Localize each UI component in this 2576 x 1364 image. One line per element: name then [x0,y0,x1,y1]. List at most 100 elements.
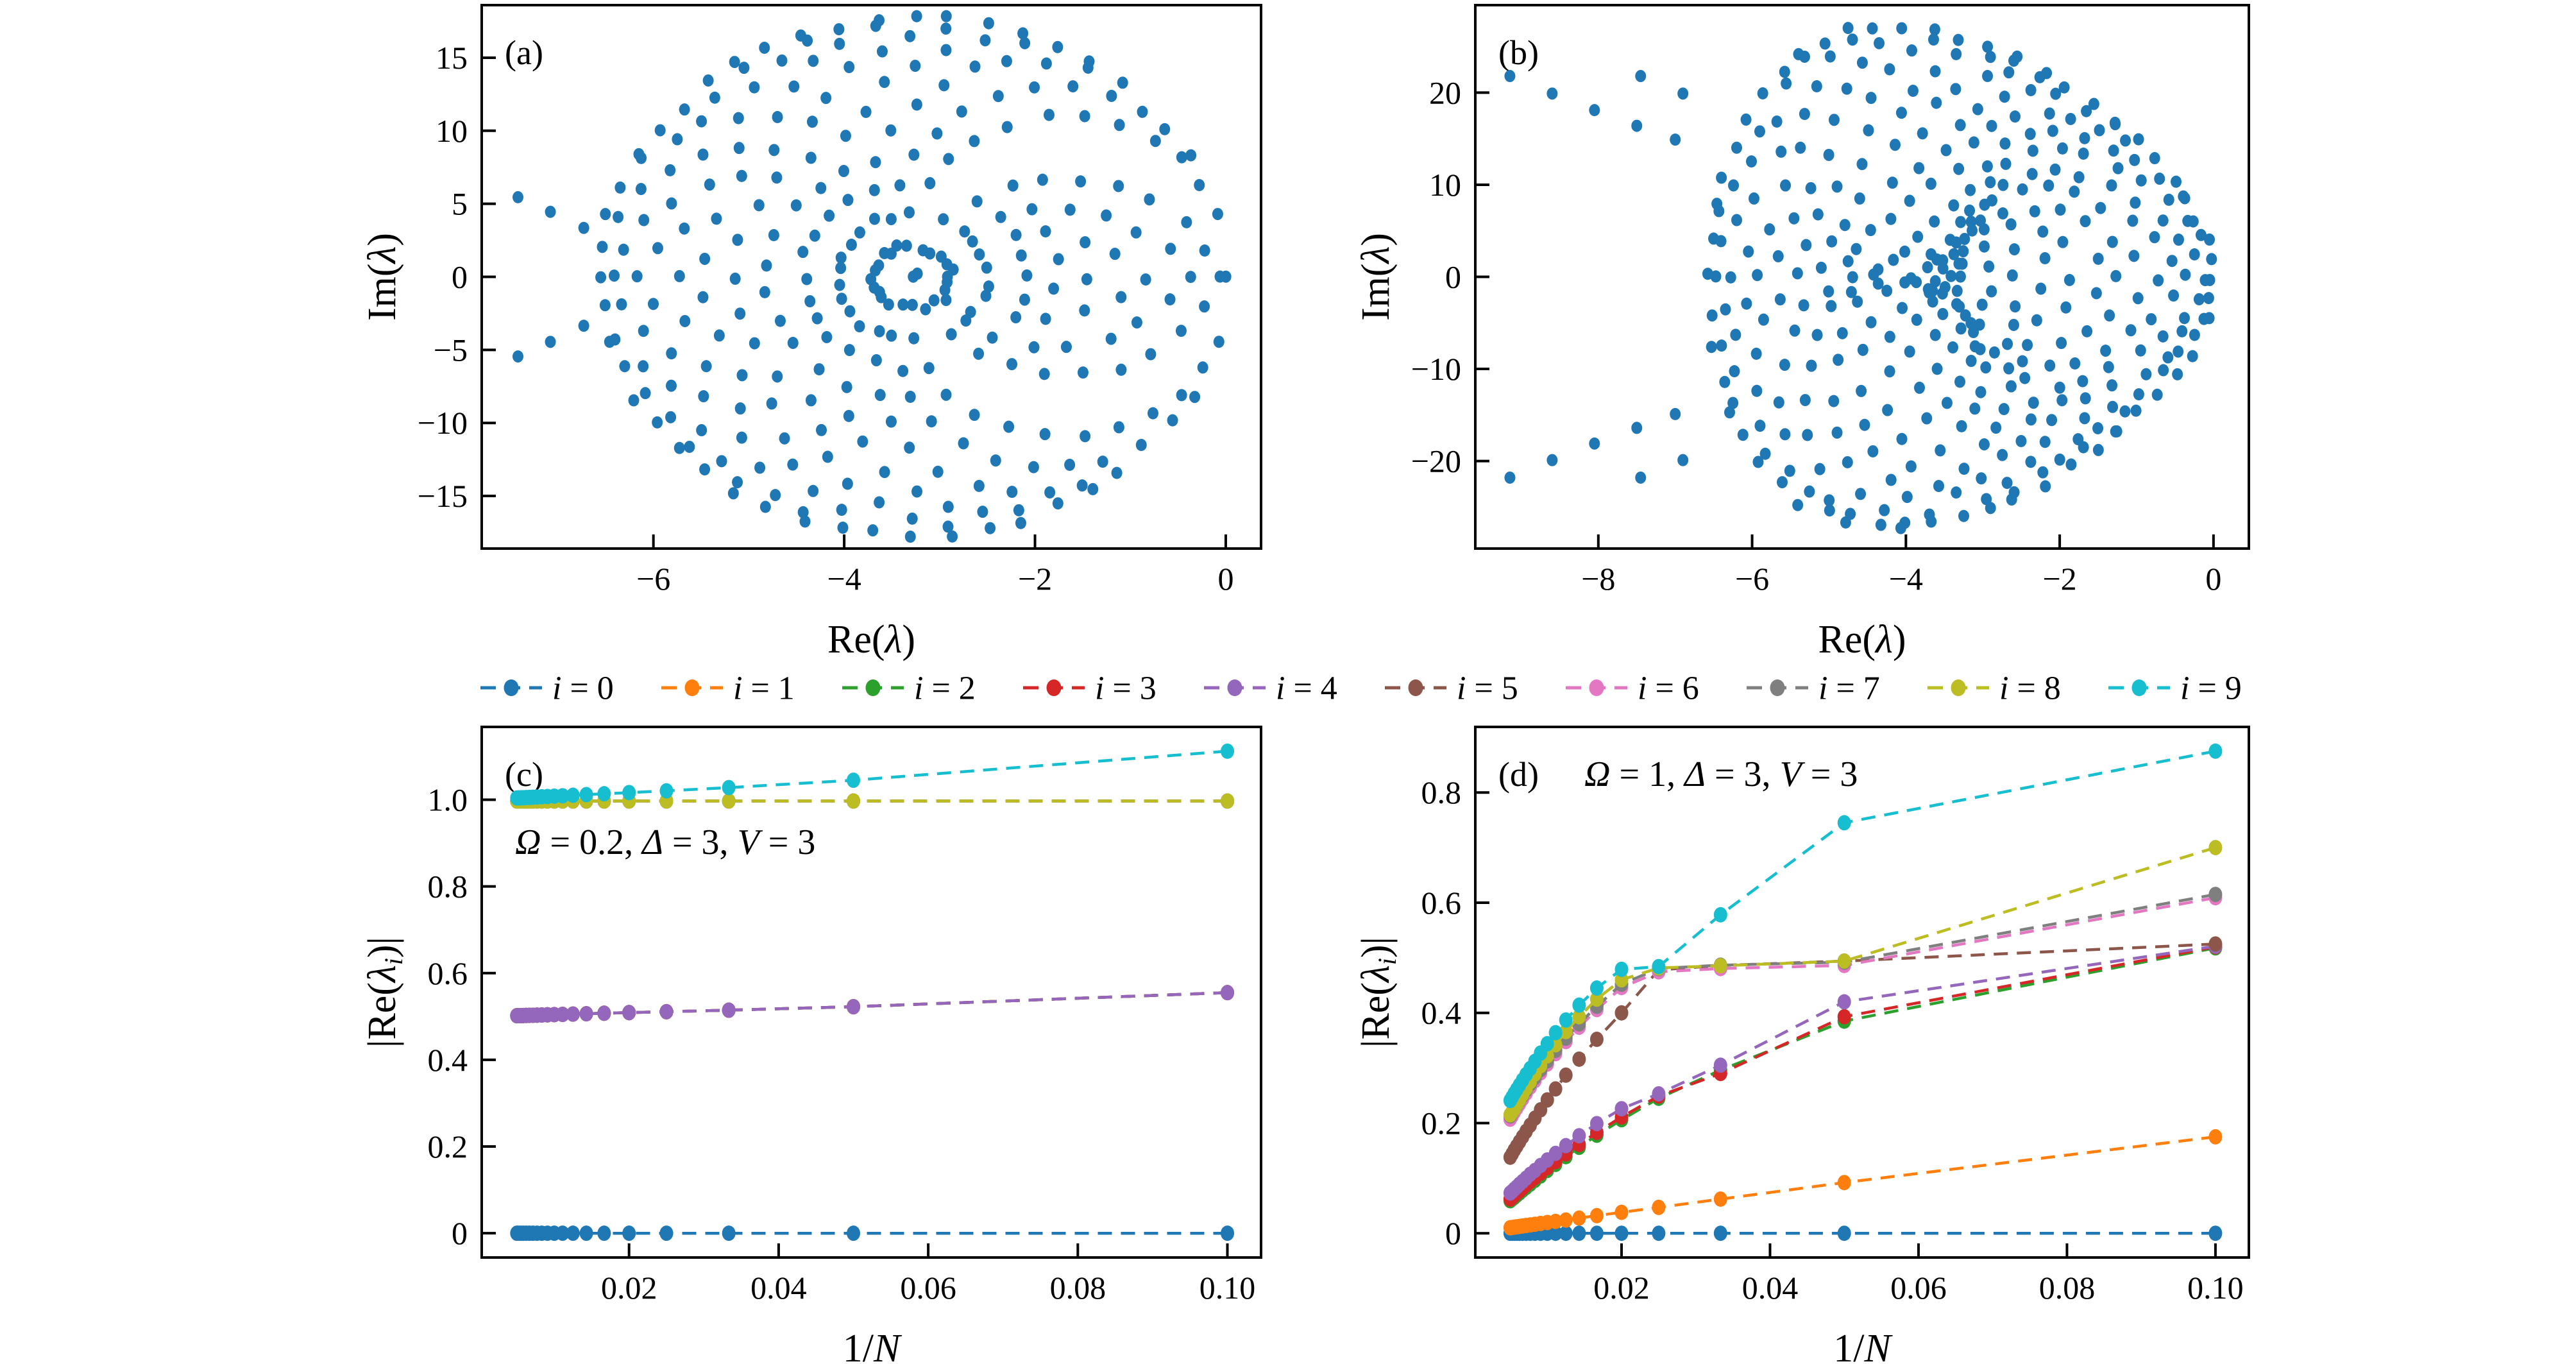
scatter-point [749,337,760,350]
scatter-point [1933,480,1944,493]
scatter-point [1925,177,1936,190]
scatter-point [2103,361,2114,373]
scatter-point [697,148,709,161]
series-group-d [1503,743,2223,1241]
scatter-point [1038,368,1050,380]
series-point [1572,1128,1586,1144]
scatter-point [1631,119,1643,132]
scatter-point [2146,313,2157,326]
scatter-point [843,409,854,422]
scatter-point [1896,22,1908,35]
scatter-point [973,347,985,360]
scatter-point [1948,199,1960,212]
scatter-point [578,320,589,332]
scatter-point [1076,479,1088,492]
scatter-point [2037,225,2049,238]
scatter-point [1711,198,1723,210]
scatter-point [1079,110,1090,123]
scatter-point [2189,248,2200,260]
legend-label: i = 3 [1095,670,1157,707]
scatter-point [1879,504,1890,516]
scatter-point [1013,504,1024,516]
scatter-point [2029,205,2040,217]
scatter-point [665,379,677,392]
legend-item-i-9: i = 9 [2108,670,2242,707]
scatter-point [1953,257,1965,270]
scatter-point [1819,37,1831,50]
scatter-point [835,262,847,275]
scatter-point [1929,23,1940,36]
scatter-point [2035,282,2047,295]
scatter-point [2019,371,2031,384]
scatter-point [1635,471,1647,484]
scatter-point [736,431,747,444]
scatter-point [1048,282,1060,295]
panel-label-d: (d) [1498,755,1539,794]
scatter-point [1788,212,1800,225]
scatter-point [1814,463,1826,475]
y-tick-label: 0 [452,259,468,295]
scatter-point [2047,124,2058,137]
scatter-point [1799,394,1811,407]
scatter-point [1976,298,1988,311]
scatter-point [1882,404,1894,416]
scatter-point [665,411,677,423]
scatter-point [1884,365,1895,378]
scatter-point [1965,183,1976,196]
scatter-point [1975,386,1987,398]
scatter-point [1793,47,1804,60]
scatter-point [1895,522,1906,534]
scatter-point [697,291,709,303]
scatter-point [684,440,695,453]
annotation-c: Ω = 0.2, Δ = 3, V = 3 [515,823,815,862]
scatter-point [2112,162,2124,175]
panel-label-b: (b) [1498,33,1539,72]
scatter-point [2054,453,2065,466]
scatter-point [1044,486,1056,499]
scatter-point [845,238,857,251]
series-line-d-6 [1509,896,2216,1120]
scatter-point [938,79,950,92]
scatter-point [1109,248,1121,260]
series-point [847,999,861,1015]
series-point [1589,980,1604,996]
scatter-point [1913,162,1925,175]
scatter-point [1149,135,1161,148]
scatter-point [1113,421,1124,434]
scatter-point [1750,347,1762,360]
scatter-point [772,370,783,383]
scatter-point [958,437,969,450]
legend-marker [1589,679,1604,696]
scatter-point [1986,119,1997,132]
scatter-point [729,272,741,285]
panel-label-a: (a) [505,33,543,72]
series-point [1652,959,1666,975]
y-tick-label: −5 [434,332,468,368]
scatter-point [1775,145,1787,158]
scatter-point [842,477,853,490]
scatter-point [2151,388,2163,401]
y-tick-label: 1.0 [428,782,468,818]
scatter-point [1911,313,1922,326]
scatter-point [1833,354,1844,366]
scatter-point [833,23,845,36]
scatter-point [1026,203,1038,216]
scatter-point [2069,357,2081,370]
scatter-point [2125,324,2137,337]
scatter-point [1189,391,1201,404]
scatter-point [2037,466,2049,479]
scatter-point [2132,292,2144,305]
scatter-point [1927,295,1938,308]
y-tick-label: 0.4 [428,1042,468,1078]
scatter-point [2058,81,2070,94]
legend-item-i-5: i = 5 [1385,670,1518,707]
scatter-point [1185,271,1196,284]
series-point [597,786,611,802]
legend-marker [1227,679,1242,696]
scatter-point [1748,192,1759,205]
scatter-point [2031,314,2042,327]
legend-item-i-3: i = 3 [1023,670,1157,707]
scatter-point [1214,270,1226,283]
series-point [1559,1023,1573,1039]
scatter-point [1965,355,1977,368]
